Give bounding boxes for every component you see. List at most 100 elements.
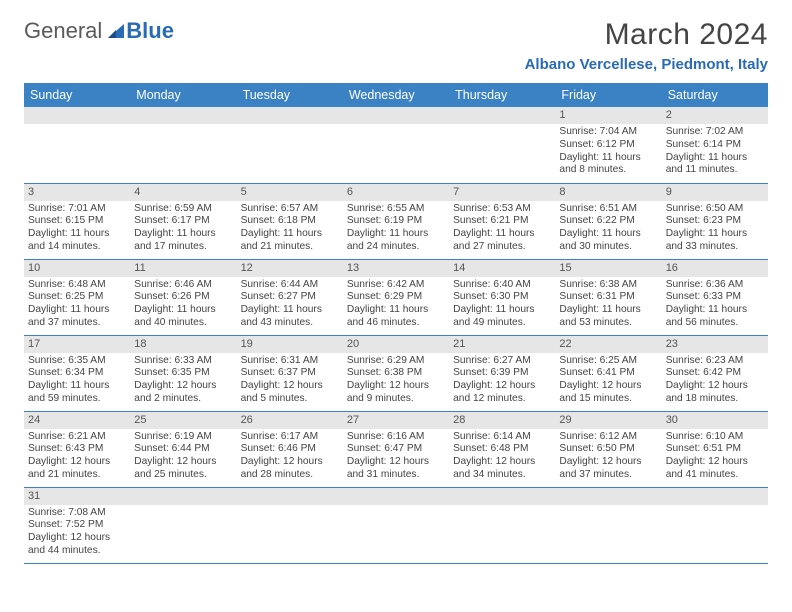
day-dl: Daylight: 11 hours and 8 minutes. [559,152,657,178]
weekday-header: Saturday [662,83,768,107]
day-ss: Sunset: 6:14 PM [666,139,764,152]
day-dl: Daylight: 12 hours and 21 minutes. [28,456,126,482]
weekday-header: Friday [555,83,661,107]
day-ss: Sunset: 6:51 PM [666,443,764,456]
day-ss: Sunset: 6:50 PM [559,443,657,456]
day-dl: Daylight: 11 hours and 43 minutes. [241,304,339,330]
day-number: 27 [343,412,449,429]
month-title: March 2024 [525,18,768,52]
day-ss: Sunset: 6:29 PM [347,291,445,304]
day-dl: Daylight: 12 hours and 44 minutes. [28,532,126,558]
calendar-cell: 24Sunrise: 6:21 AMSunset: 6:43 PMDayligh… [24,411,130,487]
day-dl: Daylight: 12 hours and 9 minutes. [347,380,445,406]
calendar-cell [237,107,343,183]
day-ss: Sunset: 6:25 PM [28,291,126,304]
day-number: 16 [662,260,768,277]
day-sr: Sunrise: 6:31 AM [241,355,339,368]
day-ss: Sunset: 6:47 PM [347,443,445,456]
calendar-cell: 20Sunrise: 6:29 AMSunset: 6:38 PMDayligh… [343,335,449,411]
day-dl: Daylight: 11 hours and 11 minutes. [666,152,764,178]
day-sr: Sunrise: 6:21 AM [28,431,126,444]
day-ss: Sunset: 6:27 PM [241,291,339,304]
day-data: Sunrise: 6:27 AMSunset: 6:39 PMDaylight:… [449,353,555,409]
day-sr: Sunrise: 6:59 AM [134,203,232,216]
calendar-cell: 14Sunrise: 6:40 AMSunset: 6:30 PMDayligh… [449,259,555,335]
day-number: 26 [237,412,343,429]
logo-sail-icon [106,22,126,40]
day-dl: Daylight: 11 hours and 37 minutes. [28,304,126,330]
header: General Blue March 2024 Albano Vercelles… [24,18,768,79]
calendar-cell: 23Sunrise: 6:23 AMSunset: 6:42 PMDayligh… [662,335,768,411]
weekday-header: Thursday [449,83,555,107]
day-sr: Sunrise: 6:40 AM [453,279,551,292]
calendar-cell: 30Sunrise: 6:10 AMSunset: 6:51 PMDayligh… [662,411,768,487]
day-data: Sunrise: 6:23 AMSunset: 6:42 PMDaylight:… [662,353,768,409]
day-sr: Sunrise: 6:55 AM [347,203,445,216]
day-number [130,488,236,505]
day-dl: Daylight: 11 hours and 14 minutes. [28,228,126,254]
day-number: 15 [555,260,661,277]
day-dl: Daylight: 11 hours and 46 minutes. [347,304,445,330]
day-sr: Sunrise: 6:19 AM [134,431,232,444]
calendar-header-row: SundayMondayTuesdayWednesdayThursdayFrid… [24,83,768,107]
day-data: Sunrise: 6:51 AMSunset: 6:22 PMDaylight:… [555,201,661,257]
day-data: Sunrise: 6:16 AMSunset: 6:47 PMDaylight:… [343,429,449,485]
table-row: 31Sunrise: 7:08 AMSunset: 7:52 PMDayligh… [24,487,768,563]
day-data: Sunrise: 6:44 AMSunset: 6:27 PMDaylight:… [237,277,343,333]
day-data: Sunrise: 6:53 AMSunset: 6:21 PMDaylight:… [449,201,555,257]
day-ss: Sunset: 6:48 PM [453,443,551,456]
calendar-cell: 12Sunrise: 6:44 AMSunset: 6:27 PMDayligh… [237,259,343,335]
day-dl: Daylight: 12 hours and 18 minutes. [666,380,764,406]
day-data: Sunrise: 6:17 AMSunset: 6:46 PMDaylight:… [237,429,343,485]
day-number: 9 [662,184,768,201]
day-sr: Sunrise: 6:46 AM [134,279,232,292]
weekday-header: Sunday [24,83,130,107]
day-data: Sunrise: 6:29 AMSunset: 6:38 PMDaylight:… [343,353,449,409]
day-dl: Daylight: 12 hours and 25 minutes. [134,456,232,482]
weekday-header: Wednesday [343,83,449,107]
day-ss: Sunset: 7:52 PM [28,519,126,532]
day-number: 28 [449,412,555,429]
day-data: Sunrise: 6:35 AMSunset: 6:34 PMDaylight:… [24,353,130,409]
day-ss: Sunset: 6:34 PM [28,367,126,380]
day-ss: Sunset: 6:12 PM [559,139,657,152]
day-sr: Sunrise: 6:29 AM [347,355,445,368]
calendar-cell: 11Sunrise: 6:46 AMSunset: 6:26 PMDayligh… [130,259,236,335]
day-dl: Daylight: 11 hours and 33 minutes. [666,228,764,254]
day-sr: Sunrise: 6:50 AM [666,203,764,216]
day-number [237,488,343,505]
calendar-cell [662,487,768,563]
day-sr: Sunrise: 6:44 AM [241,279,339,292]
day-ss: Sunset: 6:30 PM [453,291,551,304]
day-sr: Sunrise: 6:25 AM [559,355,657,368]
logo-text-2: Blue [126,18,174,44]
calendar-cell: 16Sunrise: 6:36 AMSunset: 6:33 PMDayligh… [662,259,768,335]
calendar-cell: 19Sunrise: 6:31 AMSunset: 6:37 PMDayligh… [237,335,343,411]
day-number: 2 [662,107,768,124]
day-dl: Daylight: 11 hours and 27 minutes. [453,228,551,254]
day-sr: Sunrise: 7:04 AM [559,126,657,139]
calendar-cell [343,107,449,183]
day-data: Sunrise: 6:55 AMSunset: 6:19 PMDaylight:… [343,201,449,257]
day-number: 23 [662,336,768,353]
day-sr: Sunrise: 6:36 AM [666,279,764,292]
day-data: Sunrise: 6:36 AMSunset: 6:33 PMDaylight:… [662,277,768,333]
day-dl: Daylight: 11 hours and 21 minutes. [241,228,339,254]
calendar-cell: 8Sunrise: 6:51 AMSunset: 6:22 PMDaylight… [555,183,661,259]
day-data: Sunrise: 6:59 AMSunset: 6:17 PMDaylight:… [130,201,236,257]
day-number: 3 [24,184,130,201]
day-dl: Daylight: 12 hours and 34 minutes. [453,456,551,482]
calendar-cell: 3Sunrise: 7:01 AMSunset: 6:15 PMDaylight… [24,183,130,259]
calendar-cell: 25Sunrise: 6:19 AMSunset: 6:44 PMDayligh… [130,411,236,487]
day-ss: Sunset: 6:43 PM [28,443,126,456]
day-data: Sunrise: 6:25 AMSunset: 6:41 PMDaylight:… [555,353,661,409]
day-ss: Sunset: 6:15 PM [28,215,126,228]
calendar-cell: 27Sunrise: 6:16 AMSunset: 6:47 PMDayligh… [343,411,449,487]
calendar-cell: 17Sunrise: 6:35 AMSunset: 6:34 PMDayligh… [24,335,130,411]
day-number: 4 [130,184,236,201]
day-ss: Sunset: 6:33 PM [666,291,764,304]
day-data: Sunrise: 6:38 AMSunset: 6:31 PMDaylight:… [555,277,661,333]
title-block: March 2024 Albano Vercellese, Piedmont, … [525,18,768,79]
table-row: 17Sunrise: 6:35 AMSunset: 6:34 PMDayligh… [24,335,768,411]
day-data: Sunrise: 6:14 AMSunset: 6:48 PMDaylight:… [449,429,555,485]
